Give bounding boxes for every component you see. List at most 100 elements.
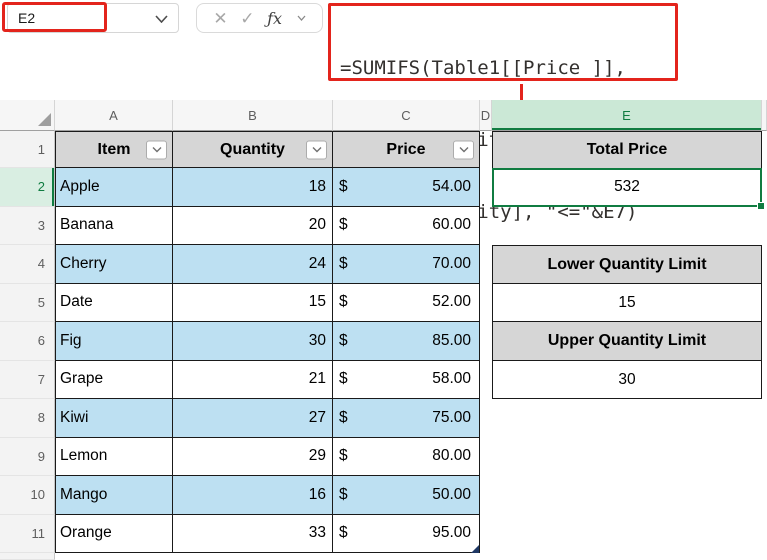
column-header-e-selected[interactable]: E	[492, 100, 762, 131]
row-header-6[interactable]: 6	[0, 322, 55, 361]
cell-price[interactable]: $54.00	[333, 168, 480, 207]
cell-item[interactable]: Grape	[55, 360, 173, 399]
row-header-9[interactable]: 9	[0, 437, 55, 476]
currency-symbol: $	[339, 485, 348, 503]
currency-symbol: $	[339, 177, 348, 195]
cell-item[interactable]: Lemon	[55, 437, 173, 476]
table-row: 6 Fig 30 $85.00	[0, 322, 767, 361]
cell-item[interactable]: Banana	[55, 206, 173, 245]
column-header-f-partial[interactable]	[762, 100, 767, 131]
cell-e4-lower-limit-header[interactable]: Lower Quantity Limit	[492, 245, 762, 284]
cell-quantity[interactable]: 24	[173, 245, 333, 284]
cell-quantity[interactable]: 29	[173, 437, 333, 476]
row-header-3[interactable]: 3	[0, 206, 55, 245]
chevron-down-small-icon[interactable]	[297, 15, 306, 21]
table-header-row: 1 Item Quantity Price	[0, 131, 767, 168]
cell-quantity[interactable]: 16	[173, 476, 333, 515]
cell-item[interactable]: Fig	[55, 322, 173, 361]
table-row: 2 Apple 18 $54.00	[0, 168, 767, 207]
cell-price[interactable]: $80.00	[333, 437, 480, 476]
cell-quantity[interactable]: 33	[173, 514, 333, 553]
cell-quantity[interactable]: 27	[173, 399, 333, 438]
column-header-a[interactable]: A	[55, 100, 173, 131]
currency-symbol: $	[339, 524, 348, 542]
cell-e6-upper-limit-header[interactable]: Upper Quantity Limit	[492, 322, 762, 361]
cell-price[interactable]: $52.00	[333, 283, 480, 322]
select-all-triangle-icon	[38, 113, 51, 126]
chevron-down-icon	[152, 147, 161, 153]
cell-quantity[interactable]: 30	[173, 322, 333, 361]
formula-annotation-box: =SUMIFS(Table1[[Price ]], Table1[Quantit…	[328, 3, 678, 223]
cell-a1-item-header[interactable]: Item	[55, 131, 173, 168]
currency-symbol: $	[339, 293, 348, 311]
select-all-corner[interactable]	[0, 100, 55, 131]
currency-symbol: $	[339, 408, 348, 426]
cell-e7-upper-limit-value[interactable]: 30	[492, 361, 762, 399]
table-row: 5 Date 15 $52.00	[0, 283, 767, 322]
cancel-icon[interactable]: ✕	[213, 8, 228, 28]
row-header-4[interactable]: 4	[0, 245, 55, 284]
cell-e5-lower-limit-value[interactable]: 15	[492, 284, 762, 322]
cell-quantity[interactable]: 15	[173, 283, 333, 322]
row-header-10[interactable]: 10	[0, 476, 55, 515]
table-row: 4 Cherry 24 $70.00	[0, 245, 767, 284]
filter-button-price[interactable]	[453, 140, 474, 159]
row-header-8[interactable]: 8	[0, 399, 55, 438]
insert-function-icon[interactable]: ƒx	[267, 8, 283, 28]
formula-line: =SUMIFS(Table1[[Price ]],	[340, 57, 626, 79]
column-header-c[interactable]: C	[333, 100, 480, 131]
cell-price[interactable]: $75.00	[333, 399, 480, 438]
cell-price[interactable]: $58.00	[333, 360, 480, 399]
currency-symbol: $	[339, 331, 348, 349]
cell-item[interactable]: Cherry	[55, 245, 173, 284]
cell-item[interactable]: Apple	[55, 168, 173, 207]
row-header-7[interactable]: 7	[0, 360, 55, 399]
cell-price[interactable]: $70.00	[333, 245, 480, 284]
filter-button-item[interactable]	[146, 140, 167, 159]
table-row: 11 Orange 33 $95.00	[0, 514, 767, 553]
spreadsheet-grid: A B C D E 1 Item Quantity Price 2 Apple …	[0, 100, 767, 560]
cell-c1-price-header[interactable]: Price	[333, 131, 480, 168]
column-header-d[interactable]: D	[480, 100, 492, 131]
name-box-value[interactable]: E2	[18, 10, 36, 26]
currency-symbol: $	[339, 216, 348, 234]
table-row: 3 Banana 20 $60.00	[0, 206, 767, 245]
table-resize-handle[interactable]	[471, 545, 479, 553]
currency-symbol: $	[339, 370, 348, 388]
table-row: 10 Mango 16 $50.00	[0, 476, 767, 515]
cell-price[interactable]: $50.00	[333, 476, 480, 515]
cell-item[interactable]: Orange	[55, 514, 173, 553]
fill-handle[interactable]	[757, 201, 765, 210]
cell-price[interactable]: $60.00	[333, 206, 480, 245]
cell-price[interactable]: $85.00	[333, 322, 480, 361]
currency-symbol: $	[339, 254, 348, 272]
cell-e1-total-price-header[interactable]: Total Price	[492, 131, 762, 168]
table-row: 8 Kiwi 27 $75.00	[0, 399, 767, 438]
cell-item[interactable]: Mango	[55, 476, 173, 515]
formula-bar-buttons: ✕ ✓ ƒx	[196, 3, 323, 33]
chevron-down-icon	[459, 147, 468, 153]
table-row: 7 Grape 21 $58.00	[0, 360, 767, 399]
name-box[interactable]: E2	[7, 3, 179, 33]
row-header-2-selected[interactable]: 2	[0, 168, 55, 207]
cell-quantity[interactable]: 20	[173, 206, 333, 245]
cell-quantity[interactable]: 18	[173, 168, 333, 207]
cell-e2-selected-total-value[interactable]: 532	[492, 168, 765, 210]
row-header-11[interactable]: 11	[0, 514, 55, 553]
column-headers: A B C D E	[0, 100, 767, 131]
cell-item[interactable]: Kiwi	[55, 399, 173, 438]
enter-icon[interactable]: ✓	[240, 8, 255, 28]
row-header-1[interactable]: 1	[0, 131, 55, 168]
cell-b1-quantity-header[interactable]: Quantity	[173, 131, 333, 168]
chevron-down-icon	[312, 147, 321, 153]
chevron-down-icon[interactable]	[155, 15, 168, 23]
row-header-partial[interactable]	[0, 553, 55, 560]
cell-quantity[interactable]: 21	[173, 360, 333, 399]
row-header-5[interactable]: 5	[0, 283, 55, 322]
table-row: 9 Lemon 29 $80.00	[0, 437, 767, 476]
cell-price[interactable]: $95.00	[333, 514, 480, 553]
filter-button-quantity[interactable]	[306, 140, 327, 159]
column-header-b[interactable]: B	[173, 100, 333, 131]
cell-item[interactable]: Date	[55, 283, 173, 322]
